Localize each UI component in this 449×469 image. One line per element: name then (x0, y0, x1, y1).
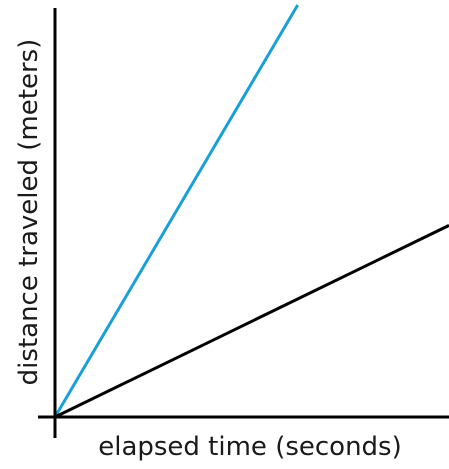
x-axis-label: elapsed time (seconds) (98, 432, 402, 462)
y-axis-label: distance traveled (meters) (14, 39, 44, 386)
series-line-1 (53, 4, 299, 418)
plot-area (53, 4, 449, 419)
series-line-2 (54, 224, 449, 419)
